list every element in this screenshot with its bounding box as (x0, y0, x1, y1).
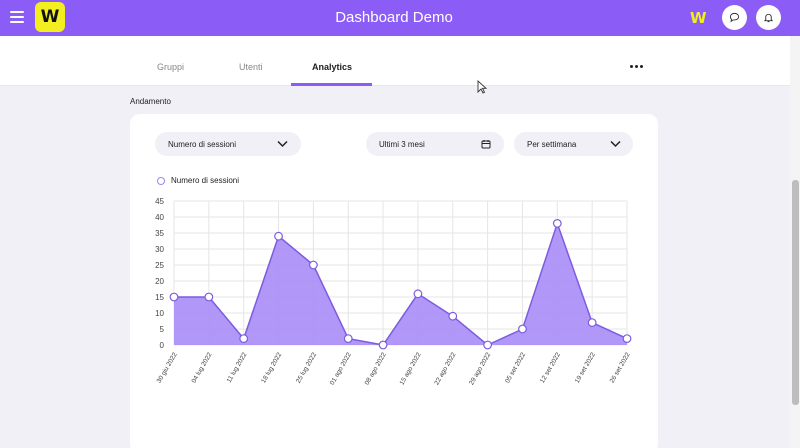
bell-icon (763, 13, 774, 23)
y-tick-label: 45 (155, 197, 164, 206)
app-logo[interactable]: W (35, 2, 65, 32)
data-point (343, 334, 353, 344)
granularity-select-value: Per settimana (527, 139, 577, 149)
period-select-value: Ultimi 3 mesi (379, 139, 425, 149)
data-point (587, 318, 597, 328)
x-tick-label: 30 giu 2022 (156, 351, 179, 384)
x-tick-label: 19 set 2022 (574, 351, 597, 384)
app-title: Dashboard Demo (335, 9, 453, 26)
x-tick-label: 15 ago 2022 (399, 351, 423, 386)
x-tick-label: 22 ago 2022 (433, 351, 457, 386)
x-tick-label: 12 set 2022 (539, 351, 562, 384)
metric-select-value: Numero di sessioni (168, 139, 237, 149)
data-point (169, 292, 179, 302)
mouse-cursor-icon (477, 80, 487, 94)
metric-select[interactable]: Numero di sessioni (155, 132, 301, 156)
data-point (448, 311, 458, 321)
sessions-area-chart: 0 5 10 15 20 25 30 35 40 45 30 giu 2022 04 lug 2022… (155, 197, 632, 386)
more-horizontal-icon[interactable] (630, 65, 643, 68)
data-point (274, 231, 283, 241)
chat-button[interactable] (722, 5, 747, 30)
data-point (413, 289, 423, 299)
y-tick-label: 25 (155, 261, 164, 270)
chevron-down-icon (610, 140, 621, 148)
logo-letter: W (40, 7, 60, 27)
scrollbar-thumb[interactable] (792, 180, 799, 405)
tab-gruppi[interactable]: Gruppi (157, 62, 185, 72)
data-point (483, 340, 493, 350)
calendar-icon (481, 140, 491, 149)
x-tick-label: 18 lug 2022 (260, 351, 283, 384)
x-tick-label: 05 set 2022 (504, 351, 527, 384)
x-tick-label: 29 ago 2022 (468, 351, 492, 386)
hamburger-icon[interactable] (10, 11, 24, 23)
y-tick-label: 15 (155, 293, 164, 302)
brand-logo: W (690, 9, 707, 27)
data-point (378, 340, 388, 350)
tab-utenti[interactable]: Utenti (239, 62, 263, 72)
legend-label: Numero di sessioni (171, 176, 240, 185)
legend-marker (157, 176, 165, 185)
data-point (518, 324, 527, 334)
section-title: Andamento (130, 97, 171, 106)
period-select[interactable]: Ultimi 3 mesi (366, 132, 504, 156)
chart-legend[interactable]: Numero di sessioni (157, 176, 239, 185)
data-point (622, 334, 632, 344)
chat-bubble-icon (729, 12, 740, 23)
y-tick-label: 0 (160, 341, 165, 350)
x-tick-label: 04 lug 2022 (191, 351, 214, 384)
x-tick-label: 11 lug 2022 (226, 351, 249, 384)
y-tick-label: 40 (155, 213, 164, 222)
x-tick-label: 01 ago 2022 (329, 351, 353, 386)
tab-bar: Gruppi Utenti Analytics (0, 36, 790, 86)
y-tick-label: 30 (155, 245, 164, 254)
y-tick-label: 35 (155, 229, 164, 238)
data-point (308, 260, 318, 270)
y-tick-label: 20 (155, 277, 164, 286)
series-line (174, 221, 628, 346)
notifications-button[interactable] (756, 5, 781, 30)
chevron-down-icon (277, 140, 288, 148)
active-tab-indicator (291, 83, 372, 86)
granularity-select[interactable]: Per settimana (514, 132, 633, 156)
x-tick-label: 26 set 2022 (609, 351, 632, 384)
y-tick-label: 10 (155, 309, 164, 318)
area-fill (174, 223, 627, 345)
x-tick-label: 25 lug 2022 (295, 351, 318, 384)
top-bar: W Dashboard Demo W (0, 0, 800, 36)
data-point (239, 334, 249, 344)
x-tick-label: 08 ago 2022 (364, 351, 388, 386)
data-point (204, 292, 214, 302)
tab-analytics[interactable]: Analytics (312, 62, 353, 72)
data-point (552, 219, 562, 228)
y-tick-label: 5 (160, 325, 165, 334)
